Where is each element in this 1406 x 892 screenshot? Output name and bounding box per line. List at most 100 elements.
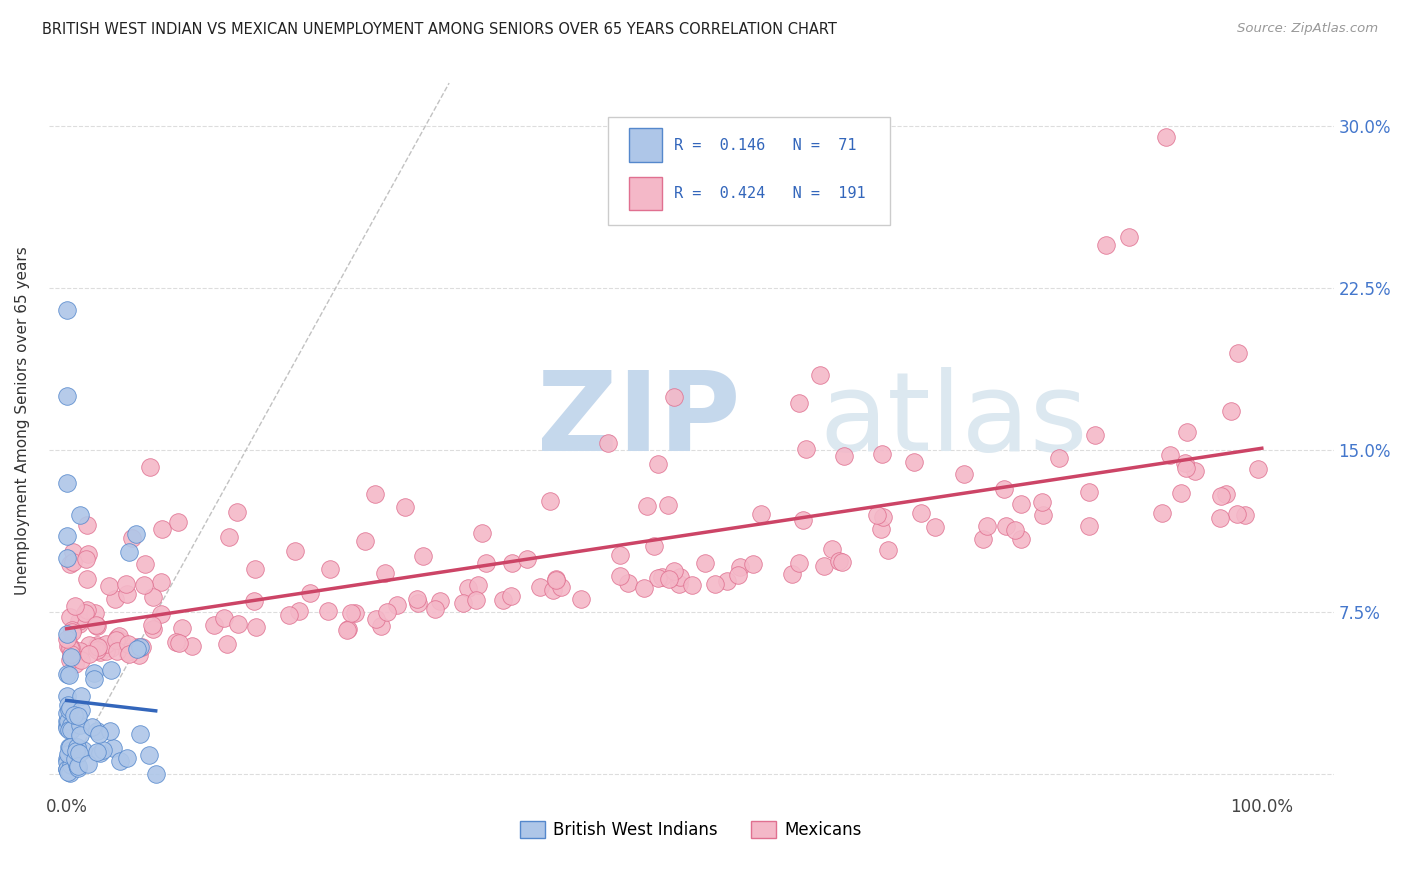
Point: [69, 728, 91, 742]
Point: [681, 578, 703, 592]
Point: [70, 653, 93, 667]
Point: [94, 644, 117, 658]
Point: [56, 747, 79, 762]
Point: [60, 647, 83, 661]
Point: [118, 545, 141, 559]
Point: [80, 720, 103, 734]
Point: [693, 556, 716, 570]
Point: [94, 637, 117, 651]
Point: [1047, 451, 1070, 466]
Point: [467, 578, 489, 592]
Point: [59, 641, 82, 656]
Point: [105, 632, 128, 646]
Point: [243, 562, 266, 576]
Point: [55, 475, 77, 490]
Point: [1084, 428, 1107, 442]
Point: [1209, 511, 1232, 525]
Point: [1246, 461, 1268, 475]
Point: [1184, 464, 1206, 478]
Point: [76, 603, 98, 617]
Point: [55, 689, 77, 703]
Point: [471, 525, 494, 540]
Text: R =  0.146   N =  71: R = 0.146 N = 71: [675, 137, 856, 153]
Point: [242, 594, 264, 608]
Point: [55, 667, 77, 681]
Point: [538, 494, 561, 508]
Point: [412, 549, 434, 563]
Point: [59, 739, 82, 754]
Text: R =  0.424   N =  191: R = 0.424 N = 191: [675, 186, 866, 201]
Point: [73, 606, 96, 620]
Point: [107, 629, 129, 643]
Point: [129, 640, 152, 654]
Point: [83, 665, 105, 680]
Point: [1095, 238, 1118, 252]
Point: [1233, 508, 1256, 523]
Point: [59, 766, 82, 780]
Point: [60, 623, 83, 637]
Point: [56, 698, 79, 712]
Point: [903, 455, 925, 469]
Point: [138, 459, 160, 474]
Point: [546, 572, 568, 586]
Point: [866, 508, 889, 522]
Point: [86, 619, 108, 633]
Point: [501, 557, 523, 571]
Point: [142, 590, 165, 604]
Point: [115, 645, 138, 659]
Point: [60, 723, 83, 738]
Point: [58, 703, 80, 717]
Point: [212, 610, 235, 624]
Point: [100, 723, 122, 738]
Point: [1010, 498, 1032, 512]
Point: [66, 761, 89, 775]
Point: [115, 586, 138, 600]
Point: [870, 447, 893, 461]
Point: [993, 482, 1015, 496]
Point: [1159, 448, 1181, 462]
Text: atlas: atlas: [820, 368, 1088, 475]
Point: [1010, 532, 1032, 546]
Point: [66, 708, 89, 723]
Point: [1004, 524, 1026, 538]
Point: [55, 302, 77, 317]
Point: [284, 544, 307, 558]
Point: [609, 569, 631, 583]
Point: [55, 714, 77, 728]
Point: [370, 619, 392, 633]
Point: [115, 751, 138, 765]
Point: [165, 635, 187, 649]
Point: [87, 727, 110, 741]
Point: [316, 604, 339, 618]
Point: [808, 368, 831, 382]
Point: [651, 570, 673, 584]
Point: [716, 574, 738, 589]
Point: [1077, 518, 1099, 533]
Point: [87, 640, 110, 654]
Point: [972, 532, 994, 546]
Point: [59, 558, 82, 572]
Point: [541, 583, 564, 598]
Point: [364, 612, 387, 626]
Point: [77, 547, 100, 561]
Point: [924, 519, 946, 533]
Point: [67, 746, 90, 760]
Point: [55, 762, 77, 776]
Point: [105, 643, 128, 657]
Point: [125, 526, 148, 541]
Point: [202, 618, 225, 632]
Point: [1118, 230, 1140, 244]
Point: [226, 505, 249, 519]
Point: [475, 556, 498, 570]
Point: [59, 701, 82, 715]
Point: [86, 638, 108, 652]
Point: [76, 518, 98, 533]
Point: [84, 606, 107, 620]
Point: [66, 759, 89, 773]
Point: [832, 449, 855, 463]
Point: [596, 436, 619, 450]
Point: [70, 690, 93, 704]
Point: [59, 718, 82, 732]
Point: [59, 650, 82, 665]
Point: [65, 752, 87, 766]
